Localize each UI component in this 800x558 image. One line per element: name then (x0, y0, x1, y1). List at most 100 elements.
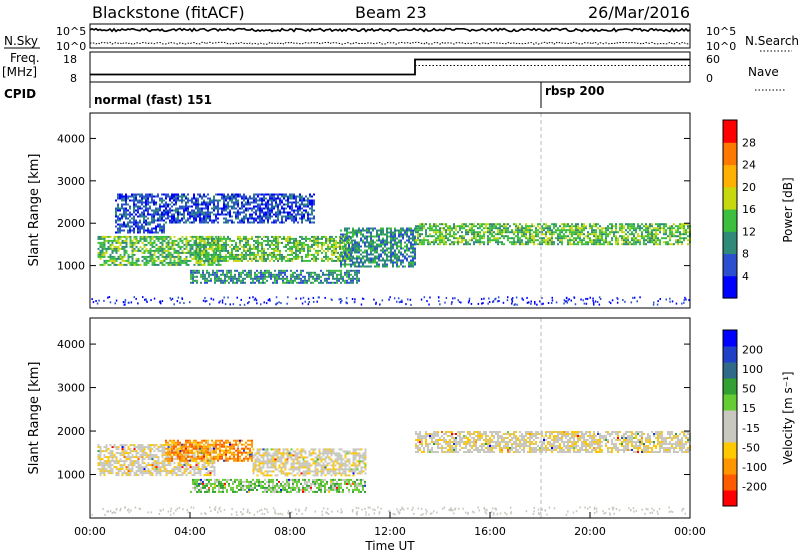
heatmap-cell (120, 244, 122, 246)
heatmap-cell (158, 458, 160, 460)
heatmap-cell (421, 225, 423, 227)
heatmap-cell (195, 218, 197, 220)
heatmap-cell (461, 239, 463, 241)
heatmap-cell (200, 264, 202, 266)
heatmap-cell (130, 470, 132, 472)
heatmap-cell (152, 236, 154, 238)
heatmap-cell (174, 260, 176, 262)
heatmap-cell (206, 282, 208, 284)
heatmap-cell (221, 240, 223, 242)
heatmap-cell (249, 250, 251, 252)
heatmap-cell (503, 225, 505, 227)
heatmap-cell (176, 252, 178, 254)
heatmap-cell (112, 468, 114, 470)
heatmap-cell (221, 250, 223, 252)
heatmap-cell (114, 246, 116, 248)
heatmap-cell (131, 218, 133, 220)
heatmap-cell (412, 238, 414, 240)
heatmap-cell (569, 241, 571, 243)
heatmap-cell (194, 276, 196, 278)
heatmap-cell (663, 237, 665, 239)
heatmap-cell (162, 250, 164, 252)
heatmap-cell (106, 260, 108, 262)
heatmap-cell (154, 462, 156, 464)
heatmap-cell (622, 299, 624, 301)
heatmap-cell (537, 225, 539, 227)
heatmap-cell (263, 222, 265, 224)
heatmap-cell (324, 280, 326, 282)
heatmap-cell (293, 246, 295, 248)
heatmap-cell (217, 260, 219, 262)
heatmap-cell (106, 470, 108, 472)
heatmap-cell (267, 204, 269, 206)
heatmap-cell (255, 242, 257, 244)
heatmap-cell (313, 216, 315, 218)
heatmap-cell (137, 228, 139, 230)
heatmap-cell (163, 200, 165, 202)
heatmap-cell (267, 254, 269, 256)
heatmap-cell (160, 254, 162, 256)
heatmap-cell (112, 458, 114, 460)
heatmap-cell (414, 258, 416, 260)
heatmap-cell (289, 240, 291, 242)
heatmap-cell (475, 235, 477, 237)
heatmap-cell (481, 241, 483, 243)
heatmap-cell (657, 304, 659, 306)
heatmap-cell (675, 229, 677, 231)
heatmap-cell (271, 212, 273, 214)
heatmap-cell (265, 252, 267, 254)
heatmap-cell (139, 230, 141, 232)
heatmap-cell (384, 266, 386, 268)
heatmap-cell (165, 194, 167, 196)
heatmap-cell (108, 240, 110, 242)
heatmap-cell (439, 231, 441, 233)
heatmap-cell (146, 452, 148, 454)
heatmap-cell (396, 262, 398, 264)
heatmap-cell (98, 238, 100, 240)
heatmap-cell (317, 250, 319, 252)
heatmap-cell (195, 252, 197, 254)
heatmap-cell (534, 303, 536, 305)
heatmap-cell (148, 458, 150, 460)
heatmap-cell (287, 260, 289, 262)
heatmap-cell (118, 258, 120, 260)
heatmap-cell (255, 236, 257, 238)
heatmap-cell (561, 235, 563, 237)
heatmap-cell (625, 229, 627, 231)
heatmap-cell (100, 458, 102, 460)
heatmap-cell (651, 225, 653, 227)
heatmap-cell (346, 258, 348, 260)
heatmap-cell (350, 250, 352, 252)
heatmap-cell (346, 238, 348, 240)
heatmap-cell (392, 234, 394, 236)
heatmap-cell (331, 254, 333, 256)
heatmap-cell (104, 446, 106, 448)
heatmap-cell (621, 243, 623, 245)
heatmap-cell (265, 216, 267, 218)
heatmap-cell (221, 248, 223, 250)
heatmap-cell (611, 237, 613, 239)
heatmap-cell (336, 276, 338, 278)
heatmap-cell (445, 223, 447, 225)
heatmap-cell (412, 252, 414, 254)
heatmap-cell (227, 194, 229, 196)
heatmap-cell (183, 214, 185, 216)
y-tick-label: 1000 (57, 260, 85, 273)
heatmap-cell (259, 220, 261, 222)
heatmap-cell (610, 302, 612, 304)
heatmap-cell (199, 194, 201, 196)
heatmap-cell (118, 256, 120, 258)
heatmap-cell (209, 202, 211, 204)
heatmap-cell (469, 229, 471, 231)
heatmap-cell (358, 256, 360, 258)
heatmap-cell (229, 200, 231, 202)
heatmap-cell (131, 196, 133, 198)
heatmap-cell (566, 297, 568, 299)
heatmap-cell (396, 244, 398, 246)
heatmap-cell (439, 227, 441, 229)
heatmap-cell (376, 256, 378, 258)
heatmap-cell (235, 250, 237, 252)
heatmap-cell (545, 243, 547, 245)
heatmap-cell (209, 242, 211, 244)
heatmap-cell (159, 204, 161, 206)
